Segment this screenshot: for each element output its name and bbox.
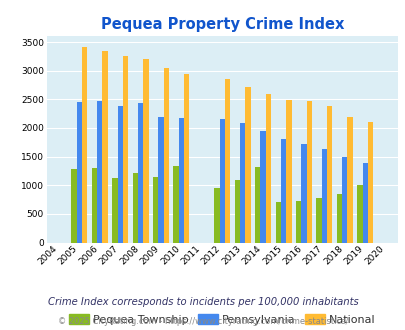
- Bar: [367, 122, 372, 243]
- Bar: [295, 201, 301, 243]
- Bar: [286, 100, 291, 243]
- Bar: [153, 177, 158, 243]
- Text: Crime Index corresponds to incidents per 100,000 inhabitants: Crime Index corresponds to incidents per…: [47, 297, 358, 307]
- Bar: [219, 119, 224, 243]
- Bar: [306, 101, 311, 243]
- Bar: [138, 103, 143, 243]
- Bar: [275, 202, 280, 243]
- Bar: [362, 163, 367, 243]
- Bar: [97, 101, 102, 243]
- Bar: [183, 74, 189, 243]
- Bar: [280, 139, 286, 243]
- Bar: [71, 169, 77, 243]
- Bar: [143, 59, 148, 243]
- Bar: [254, 168, 260, 243]
- Bar: [178, 118, 183, 243]
- Bar: [102, 51, 107, 243]
- Bar: [224, 79, 230, 243]
- Bar: [158, 116, 163, 243]
- Bar: [132, 173, 138, 243]
- Bar: [239, 123, 245, 243]
- Bar: [117, 106, 123, 243]
- Bar: [326, 106, 332, 243]
- Legend: Pequea Township, Pennsylvania, National: Pequea Township, Pennsylvania, National: [64, 310, 379, 330]
- Bar: [77, 102, 82, 243]
- Bar: [245, 87, 250, 243]
- Bar: [356, 185, 362, 243]
- Bar: [301, 144, 306, 243]
- Text: © 2025 CityRating.com - https://www.cityrating.com/crime-statistics/: © 2025 CityRating.com - https://www.city…: [58, 317, 347, 326]
- Bar: [336, 194, 341, 243]
- Bar: [214, 187, 219, 243]
- Bar: [92, 168, 97, 243]
- Bar: [112, 178, 117, 243]
- Bar: [163, 68, 168, 243]
- Bar: [234, 180, 239, 243]
- Title: Pequea Property Crime Index: Pequea Property Crime Index: [100, 17, 343, 32]
- Bar: [315, 198, 321, 243]
- Bar: [341, 157, 347, 243]
- Bar: [347, 116, 352, 243]
- Bar: [123, 56, 128, 243]
- Bar: [265, 94, 271, 243]
- Bar: [260, 131, 265, 243]
- Bar: [82, 47, 87, 243]
- Bar: [173, 166, 178, 243]
- Bar: [321, 149, 326, 243]
